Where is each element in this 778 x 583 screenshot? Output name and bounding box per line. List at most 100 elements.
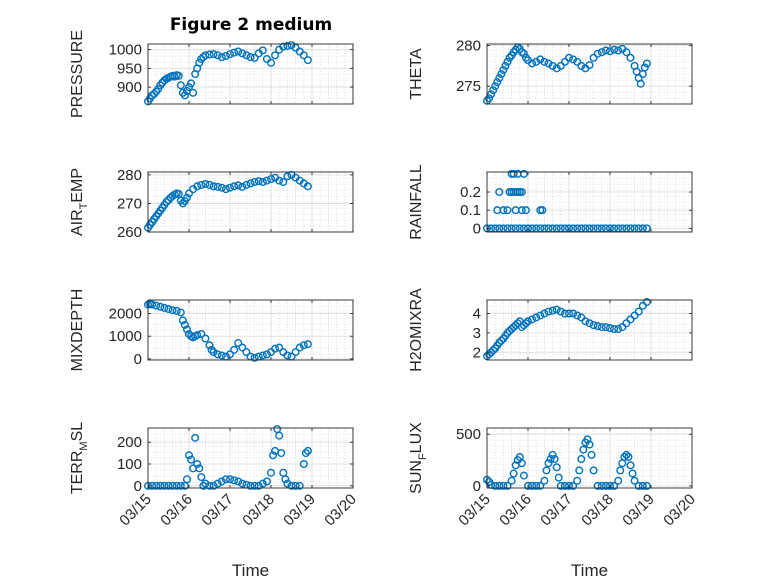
data-point — [497, 69, 506, 78]
data-point — [544, 307, 553, 316]
axes-box — [486, 299, 693, 361]
data-point — [152, 481, 161, 490]
data-point — [182, 325, 191, 334]
data-point — [303, 340, 312, 349]
data-point — [628, 469, 637, 478]
data-point — [291, 481, 300, 490]
data-point — [624, 452, 633, 461]
data-point — [217, 351, 226, 360]
data-point — [191, 433, 200, 442]
data-point — [499, 206, 508, 215]
data-point — [164, 305, 173, 314]
data-point — [225, 50, 234, 59]
data-point — [622, 48, 631, 57]
data-point — [542, 466, 551, 475]
data-point — [262, 176, 271, 185]
y-tick-label: 950 — [117, 60, 142, 77]
data-point — [517, 48, 526, 57]
data-point — [585, 61, 594, 70]
data-point — [620, 452, 629, 461]
data-point — [205, 180, 214, 189]
data-point — [242, 180, 251, 189]
data-point — [182, 475, 191, 484]
data-series — [483, 297, 651, 361]
x-axis-label: Time — [571, 561, 608, 580]
y-tick-label: 100 — [117, 456, 142, 473]
data-point — [201, 179, 210, 188]
data-point — [626, 53, 635, 62]
y-axis-label-subscript: T — [78, 202, 90, 209]
data-point — [234, 477, 243, 486]
data-point — [189, 88, 198, 97]
data-point — [172, 306, 181, 315]
data-point — [569, 481, 578, 490]
data-point — [540, 309, 549, 318]
data-point — [262, 350, 271, 359]
data-point — [271, 51, 280, 60]
data-point — [491, 481, 500, 490]
data-point — [495, 187, 504, 196]
data-point — [209, 50, 218, 59]
data-point — [499, 481, 508, 490]
data-point — [283, 479, 292, 488]
data-point — [170, 72, 179, 81]
data-point — [152, 301, 161, 310]
data-point — [495, 74, 504, 83]
data-point — [521, 319, 530, 328]
data-point — [258, 46, 267, 55]
data-point — [238, 479, 247, 488]
data-point — [593, 49, 602, 58]
data-point — [536, 55, 545, 64]
grid-major — [487, 428, 692, 488]
data-point — [546, 455, 555, 464]
data-point — [536, 481, 545, 490]
data-point — [287, 481, 296, 490]
data-point — [176, 481, 185, 490]
data-point — [258, 479, 267, 488]
data-point — [303, 446, 312, 455]
grid-minor — [487, 44, 692, 104]
data-point — [610, 325, 619, 334]
data-point — [258, 177, 267, 186]
data-point — [172, 481, 181, 490]
data-point — [254, 481, 263, 490]
data-point — [544, 59, 553, 68]
data-point — [587, 450, 596, 459]
data-point — [581, 317, 590, 326]
data-point — [238, 182, 247, 191]
data-point — [283, 351, 292, 360]
data-point — [148, 300, 157, 309]
data-point — [193, 331, 202, 340]
data-point — [209, 182, 218, 191]
data-point — [193, 182, 202, 191]
data-point — [577, 61, 586, 70]
data-point — [258, 351, 267, 360]
data-point — [528, 59, 537, 68]
grid-minor — [148, 172, 353, 232]
data-point — [246, 481, 255, 490]
axes-box — [486, 171, 693, 233]
data-point — [634, 307, 643, 316]
y-tick-label: 0 — [473, 478, 481, 495]
data-point — [221, 185, 230, 194]
data-point — [250, 177, 259, 186]
data-point — [205, 50, 214, 59]
y-tick-label: 2 — [473, 344, 481, 361]
data-point — [217, 53, 226, 62]
data-point — [597, 48, 606, 57]
data-point — [491, 82, 500, 91]
data-point — [295, 343, 304, 352]
data-point — [548, 450, 557, 459]
data-point — [221, 475, 230, 484]
data-point — [275, 176, 284, 185]
axes-box — [486, 43, 693, 105]
data-series — [143, 300, 312, 362]
data-point — [168, 481, 177, 490]
data-point — [279, 177, 288, 186]
data-point — [573, 476, 582, 485]
data-point — [234, 339, 243, 348]
y-tick-label: 3 — [473, 325, 481, 342]
data-point — [577, 455, 586, 464]
y-tick-label: 0.2 — [460, 184, 481, 201]
y-tick-label: 500 — [456, 426, 481, 443]
